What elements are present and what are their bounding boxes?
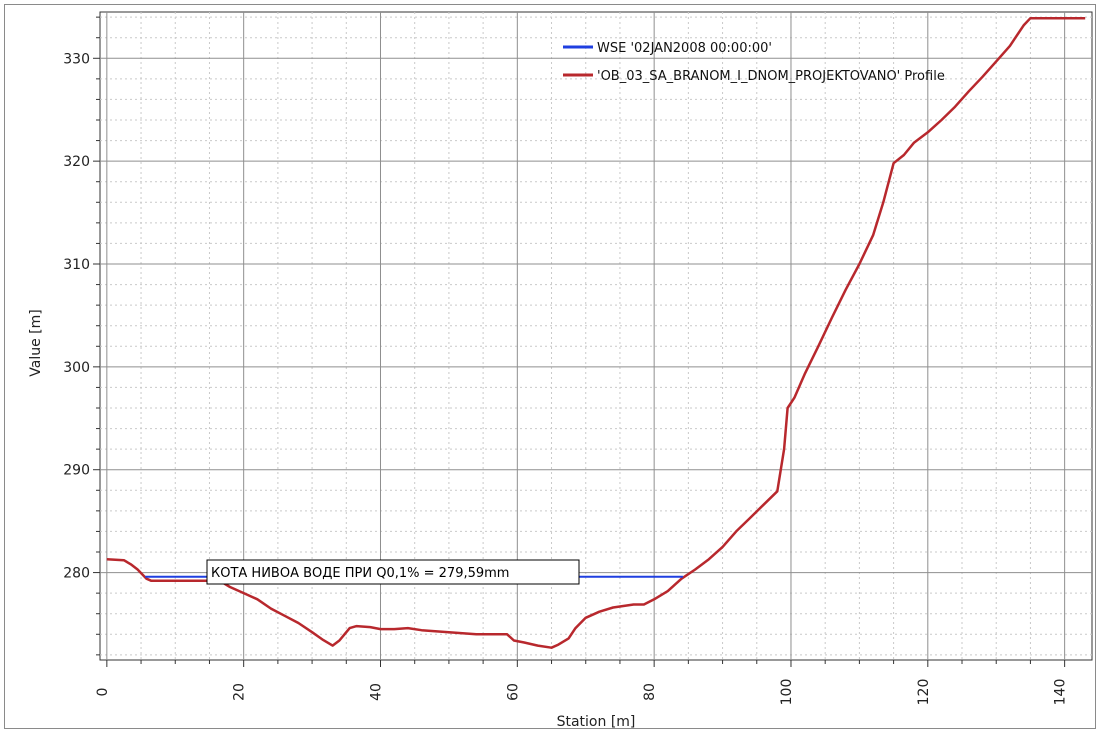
x-tick-label: 20 [232,683,248,701]
x-tick-label: 120 [916,679,932,706]
x-tick-label: 100 [779,679,795,706]
x-tick-label: 60 [505,683,521,701]
y-tick-label: 320 [63,154,90,170]
y-tick-label: 290 [63,463,90,479]
y-tick-label: 280 [63,566,90,582]
minor-grid [100,12,1092,660]
y-axis-title: Value [m] [28,309,44,376]
annotation-box [206,559,580,585]
major-grid [100,12,1092,660]
axis-ticks [93,16,1066,667]
x-tick-label: 80 [642,683,658,701]
x-tick-label: 140 [1053,679,1069,706]
legend: WSE '02JAN2008 00:00:00' 'OB_03_SA_BRANO… [563,41,945,84]
y-tick-label: 310 [63,257,90,273]
x-tick-label: 40 [368,683,384,701]
y-tick-label: 330 [63,51,90,67]
legend-label-profile: 'OB_03_SA_BRANOM_I_DNOM_PROJEKTOVANO' Pr… [597,69,945,84]
water-level-annotation: КОТА НИВОА ВОДЕ ПРИ Q0,1% = 279,59mm [206,559,580,585]
x-tick-labels: 0 20 40 60 80 100 120 140 [95,679,1069,706]
x-tick-label: 0 [95,688,111,697]
annotation-text: КОТА НИВОА ВОДЕ ПРИ Q0,1% = 279,59mm [211,566,509,581]
series-line-profile [106,16,1086,649]
x-axis-title: Station [m] [557,714,636,730]
legend-label-wse: WSE '02JAN2008 00:00:00' [597,41,772,56]
y-tick-label: 300 [63,360,90,376]
y-tick-labels: 280 290 300 310 320 330 [63,51,90,581]
